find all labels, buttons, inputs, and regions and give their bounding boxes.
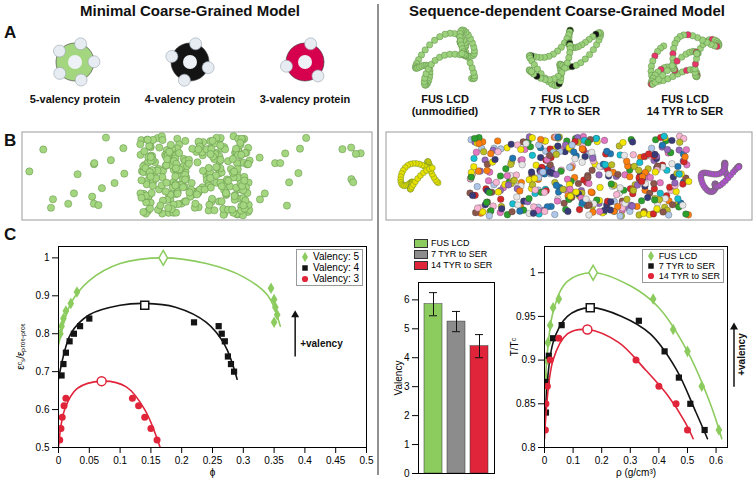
svg-text:ρ (g/cm³): ρ (g/cm³) xyxy=(616,467,656,478)
svg-text:0.2: 0.2 xyxy=(595,455,609,466)
svg-text:B: B xyxy=(4,131,16,150)
svg-text:0.3: 0.3 xyxy=(623,455,637,466)
svg-text:0.15: 0.15 xyxy=(141,455,161,466)
svg-text:3: 3 xyxy=(404,381,410,392)
svg-text:0.6: 0.6 xyxy=(709,455,723,466)
svg-text:0: 0 xyxy=(542,455,548,466)
html-text:14 TYR to SER: 14 TYR to SER xyxy=(658,271,720,281)
svg-text:T/Tᶜ: T/Tᶜ xyxy=(509,337,520,356)
svg-text:0: 0 xyxy=(56,455,62,466)
svg-text:6: 6 xyxy=(404,294,410,305)
svg-text:0.8: 0.8 xyxy=(36,328,50,339)
svg-text:0.2: 0.2 xyxy=(175,455,189,466)
svg-text:2: 2 xyxy=(404,410,410,421)
svg-text:0.4: 0.4 xyxy=(652,455,666,466)
svg-text:0.45: 0.45 xyxy=(326,455,346,466)
svg-text:FUS LCD: FUS LCD xyxy=(661,93,709,105)
svg-text:0.35: 0.35 xyxy=(264,455,284,466)
svg-text:1: 1 xyxy=(404,439,410,450)
svg-text:0.9: 0.9 xyxy=(36,290,50,301)
svg-text:5: 5 xyxy=(404,323,410,334)
svg-text:0.4: 0.4 xyxy=(298,455,312,466)
svg-text:3-valency protein: 3-valency protein xyxy=(260,93,351,105)
svg-text:1: 1 xyxy=(44,252,50,263)
svg-text:Sequence-dependent Coarse-Grai: Sequence-dependent Coarse-Grained Model xyxy=(409,2,725,19)
svg-text:+valency: +valency xyxy=(300,338,343,349)
svg-text:Valency: Valency xyxy=(393,361,404,396)
svg-text:FUS LCD: FUS LCD xyxy=(421,93,469,105)
svg-text:4-valency protein: 4-valency protein xyxy=(145,93,236,105)
html-text:FUS LCD: FUS LCD xyxy=(431,238,470,248)
svg-text:ϕ: ϕ xyxy=(210,467,216,478)
svg-text:0.5: 0.5 xyxy=(36,442,50,453)
svg-text:0.85: 0.85 xyxy=(516,398,536,409)
svg-text:Minimal Coarse-Grained Model: Minimal Coarse-Grained Model xyxy=(80,2,300,19)
svg-text:5-valency protein: 5-valency protein xyxy=(30,93,121,105)
svg-text:0.9: 0.9 xyxy=(522,354,536,365)
svg-text:1: 1 xyxy=(530,267,536,278)
svg-text:0.5: 0.5 xyxy=(360,455,374,466)
svg-text:+valency: +valency xyxy=(736,333,747,376)
svg-text:(unmodified): (unmodified) xyxy=(412,105,479,117)
svg-text:4: 4 xyxy=(404,352,410,363)
svg-text:A: A xyxy=(4,23,16,42)
html-text:Valency: 5: Valency: 5 xyxy=(313,251,359,262)
svg-text:7 TYR to SER: 7 TYR to SER xyxy=(530,105,600,117)
svg-text:0.6: 0.6 xyxy=(36,404,50,415)
svg-text:C: C xyxy=(4,225,16,244)
svg-text:0.25: 0.25 xyxy=(203,455,223,466)
svg-text:0.95: 0.95 xyxy=(516,311,536,322)
svg-text:0: 0 xyxy=(404,468,410,479)
svg-text:0.8: 0.8 xyxy=(522,442,536,453)
svg-text:14 TYR to SER: 14 TYR to SER xyxy=(647,105,723,117)
svg-text:0.7: 0.7 xyxy=(36,366,50,377)
html-text:14 TYR to SER: 14 TYR to SER xyxy=(431,260,493,270)
svg-text:0.3: 0.3 xyxy=(236,455,250,466)
html-text:FUS LCD: FUS LCD xyxy=(658,251,698,261)
html-text:Valency: 4: Valency: 4 xyxy=(313,262,359,273)
svg-text:0.05: 0.05 xyxy=(80,455,100,466)
svg-text:0.1: 0.1 xyxy=(566,455,580,466)
html-text:7 TYR to SER: 7 TYR to SER xyxy=(658,261,715,271)
html-text:7 TYR to SER: 7 TYR to SER xyxy=(431,249,488,259)
svg-text:εᶜₛ/εₚᵣₒₜ₋ₚᵣₒₜ: εᶜₛ/εₚᵣₒₜ₋ₚᵣₒₜ xyxy=(15,323,27,370)
svg-text:0.1: 0.1 xyxy=(113,455,127,466)
svg-text:0.5: 0.5 xyxy=(681,455,695,466)
html-text:Valency: 3: Valency: 3 xyxy=(313,273,359,284)
svg-text:FUS LCD: FUS LCD xyxy=(541,93,589,105)
